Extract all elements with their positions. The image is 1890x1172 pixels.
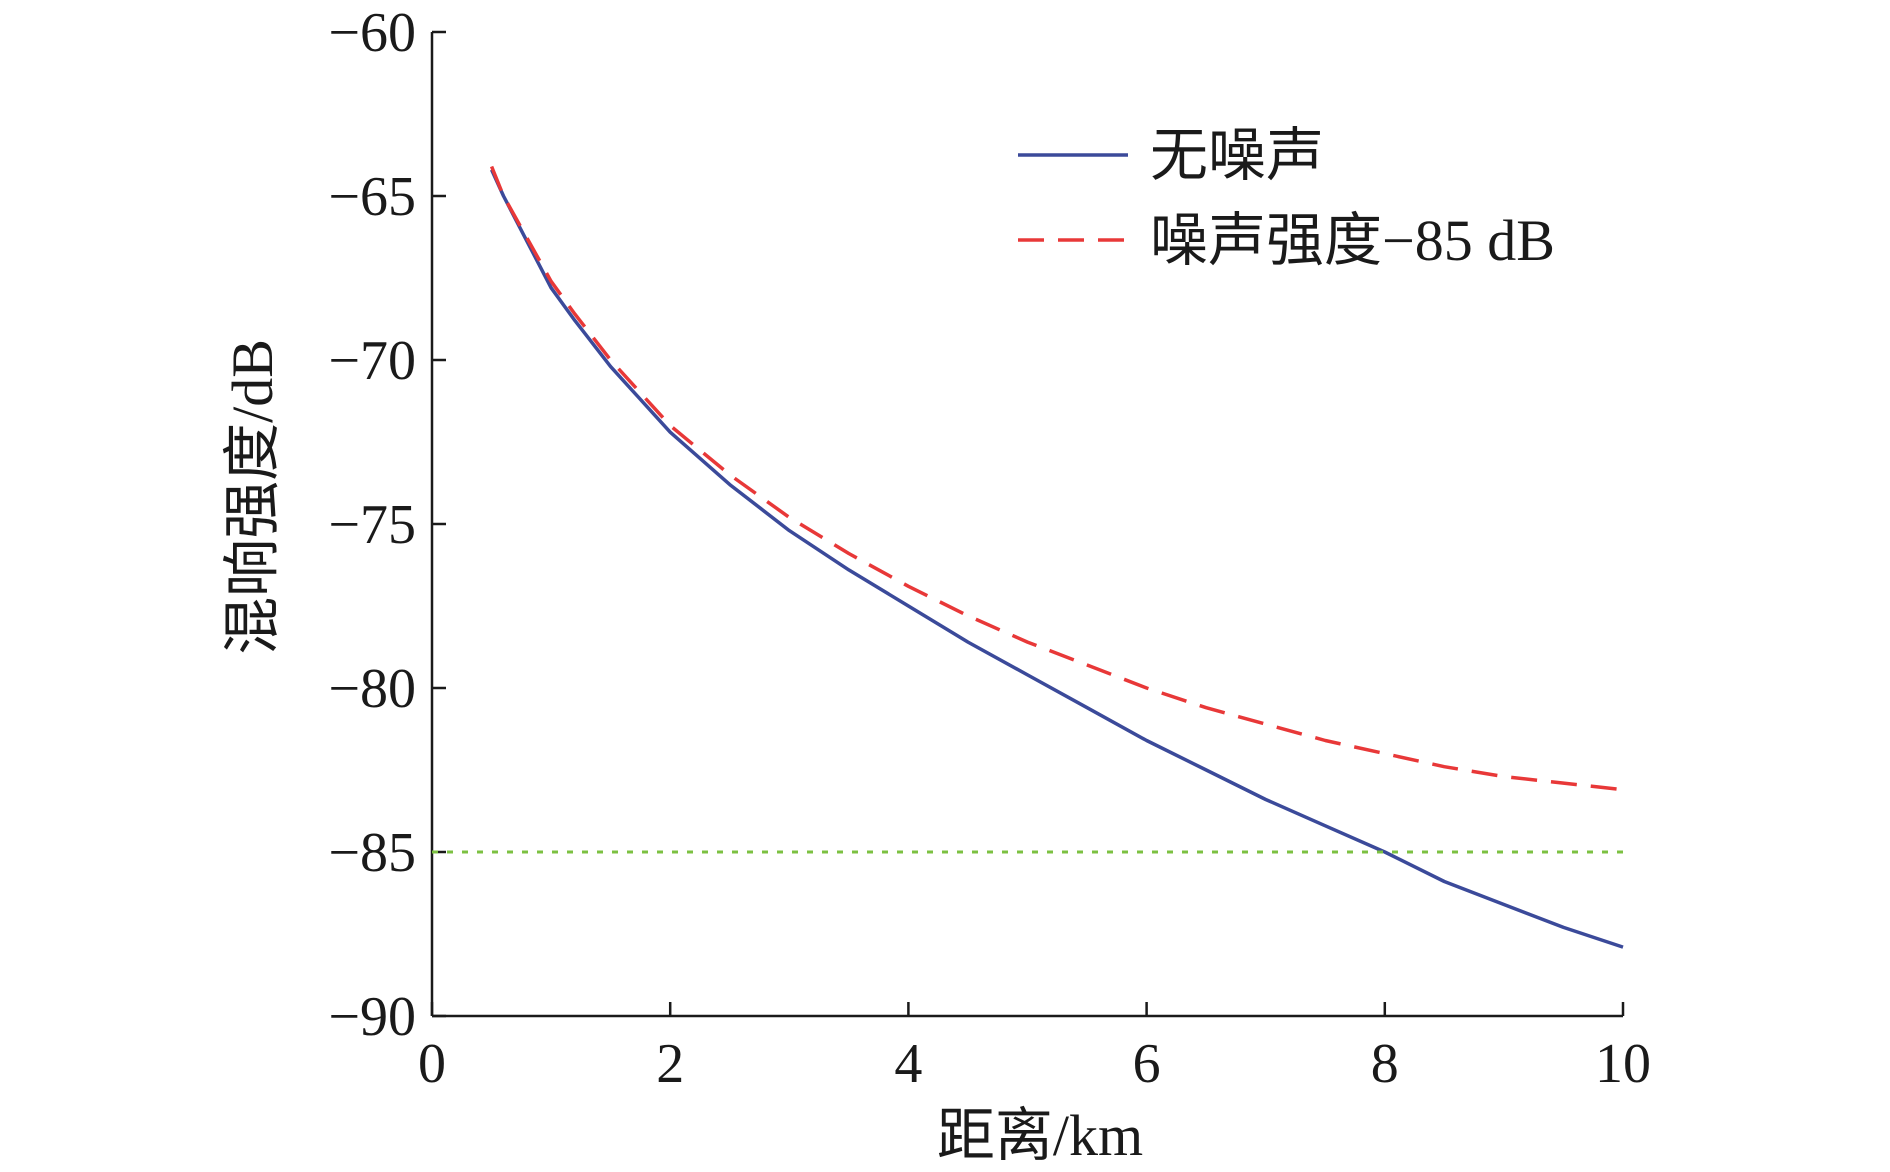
y-tick-label: −80 bbox=[328, 658, 416, 720]
x-tick-label: 2 bbox=[656, 1033, 684, 1095]
y-tick-label: −90 bbox=[328, 986, 416, 1048]
y-axis-label: 混响强度/dB bbox=[220, 339, 285, 655]
x-tick-label: 10 bbox=[1595, 1033, 1651, 1095]
x-tick-label: 4 bbox=[894, 1033, 922, 1095]
y-tick-label: −65 bbox=[328, 166, 416, 228]
x-tick-label: 6 bbox=[1133, 1033, 1161, 1095]
y-tick-label: −75 bbox=[328, 494, 416, 556]
series-layer bbox=[432, 165, 1624, 949]
axes: −60 −65 −70 −75 −80 −85 −900 2 4 6 8 10 bbox=[328, 2, 1651, 1095]
x-tick-label: 0 bbox=[418, 1033, 446, 1095]
series-line bbox=[489, 165, 1624, 792]
y-tick-label: −60 bbox=[328, 2, 416, 64]
y-tick-label: −70 bbox=[328, 330, 416, 392]
x-axis-label: 距离/km bbox=[937, 1103, 1143, 1168]
legend-label: 无噪声 bbox=[1150, 123, 1324, 188]
legend-label: 噪声强度−85 dB bbox=[1150, 208, 1555, 273]
series-line bbox=[490, 169, 1624, 949]
y-tick-label: −85 bbox=[328, 822, 416, 884]
x-tick-label: 8 bbox=[1371, 1033, 1399, 1095]
